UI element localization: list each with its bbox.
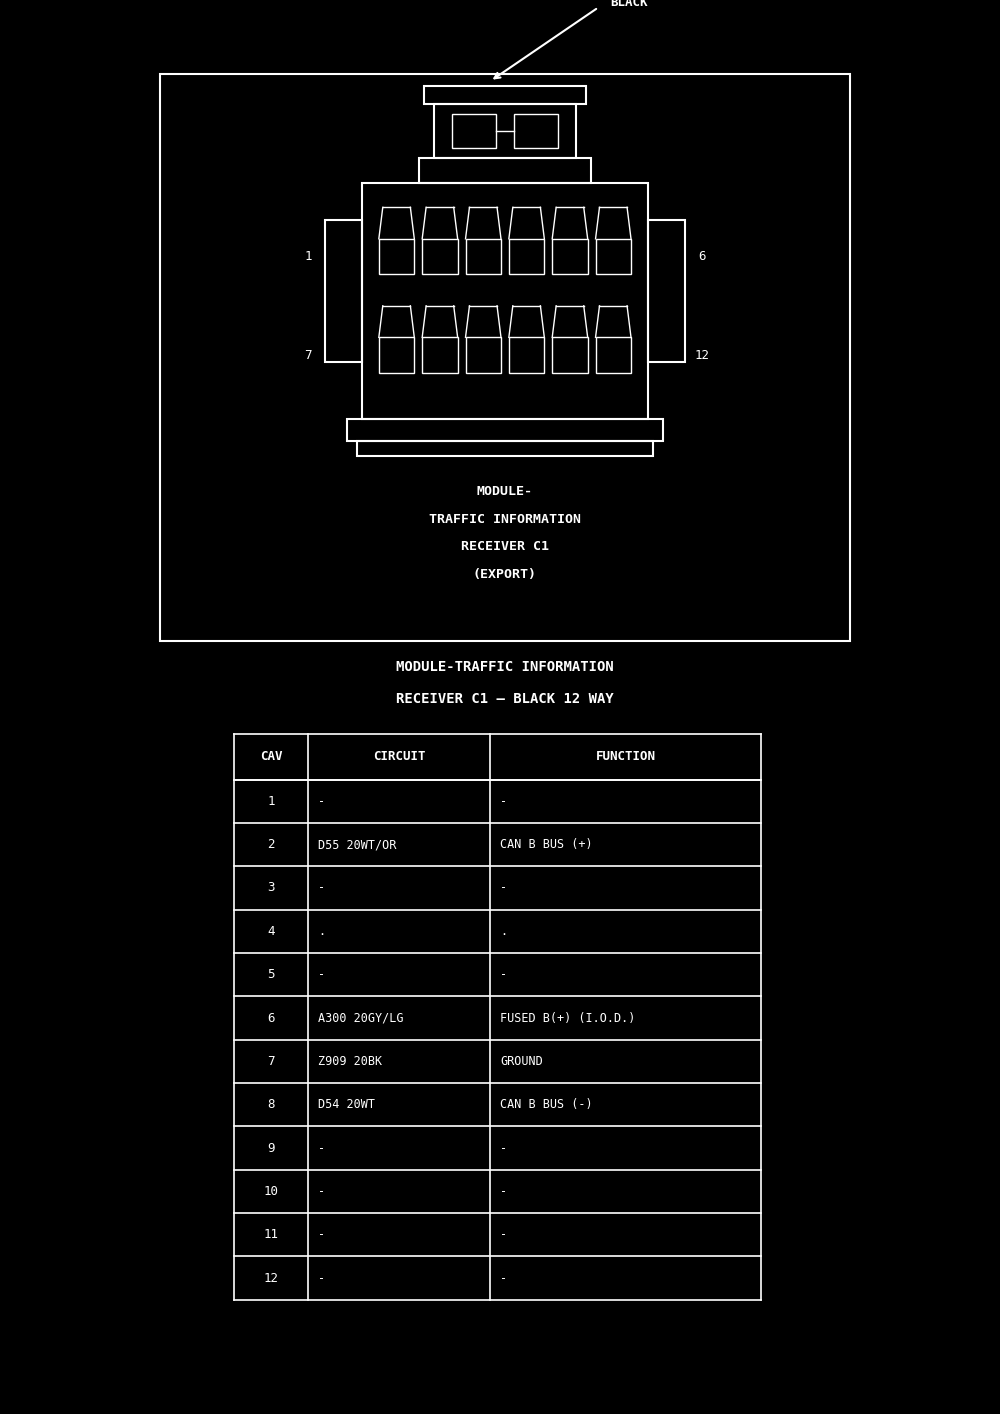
Text: CAV: CAV bbox=[260, 751, 282, 764]
Bar bbox=[422, 338, 458, 373]
Text: RECEIVER C1: RECEIVER C1 bbox=[461, 540, 549, 553]
Bar bbox=[419, 158, 591, 182]
Text: -: - bbox=[318, 1271, 325, 1284]
Text: -: - bbox=[318, 1229, 325, 1241]
Text: (EXPORT): (EXPORT) bbox=[473, 568, 537, 581]
Text: -: - bbox=[500, 1271, 507, 1284]
Text: -: - bbox=[500, 1185, 507, 1198]
Bar bbox=[379, 338, 414, 373]
Text: 10: 10 bbox=[263, 1185, 278, 1198]
Text: CIRCUIT: CIRCUIT bbox=[373, 751, 425, 764]
Text: FUNCTION: FUNCTION bbox=[596, 751, 656, 764]
Bar bbox=[325, 219, 362, 362]
Text: -: - bbox=[318, 969, 325, 981]
Bar bbox=[509, 239, 544, 274]
Text: -: - bbox=[318, 1185, 325, 1198]
Text: TRAFFIC INFORMATION: TRAFFIC INFORMATION bbox=[429, 513, 581, 526]
Text: A300 20GY/LG: A300 20GY/LG bbox=[318, 1011, 403, 1025]
Bar bbox=[362, 182, 648, 419]
Text: -: - bbox=[500, 1229, 507, 1241]
Text: 8: 8 bbox=[267, 1099, 275, 1111]
Text: -: - bbox=[318, 881, 325, 895]
Text: 2: 2 bbox=[267, 839, 275, 851]
Text: RECEIVER C1 – BLACK 12 WAY: RECEIVER C1 – BLACK 12 WAY bbox=[396, 691, 614, 706]
Text: .: . bbox=[318, 925, 325, 937]
Text: D54 20WT: D54 20WT bbox=[318, 1099, 375, 1111]
Text: 7: 7 bbox=[304, 349, 312, 362]
Bar bbox=[466, 338, 501, 373]
Text: FUSED B(+) (I.O.D.): FUSED B(+) (I.O.D.) bbox=[500, 1011, 635, 1025]
Bar bbox=[552, 338, 588, 373]
Text: -: - bbox=[500, 969, 507, 981]
Text: 6: 6 bbox=[267, 1011, 275, 1025]
Bar bbox=[434, 103, 576, 158]
Bar bbox=[424, 86, 586, 103]
Bar bbox=[422, 239, 458, 274]
Bar bbox=[509, 338, 544, 373]
Text: 12: 12 bbox=[263, 1271, 278, 1284]
Text: 1: 1 bbox=[304, 250, 312, 263]
Text: 1: 1 bbox=[267, 795, 275, 807]
Text: 9: 9 bbox=[267, 1141, 275, 1155]
Text: BLACK: BLACK bbox=[610, 0, 648, 8]
Text: 6: 6 bbox=[698, 250, 706, 263]
Text: D55 20WT/OR: D55 20WT/OR bbox=[318, 839, 396, 851]
Bar bbox=[596, 239, 631, 274]
Text: 11: 11 bbox=[263, 1229, 278, 1241]
Bar bbox=[514, 113, 558, 148]
Text: Z909 20BK: Z909 20BK bbox=[318, 1055, 382, 1068]
Text: 5: 5 bbox=[267, 969, 275, 981]
Text: .: . bbox=[500, 925, 507, 937]
Text: 12: 12 bbox=[694, 349, 709, 362]
Bar bbox=[596, 338, 631, 373]
Text: GROUND: GROUND bbox=[500, 1055, 543, 1068]
Text: CAN B BUS (+): CAN B BUS (+) bbox=[500, 839, 593, 851]
Text: -: - bbox=[500, 795, 507, 807]
Bar bbox=[160, 75, 850, 641]
Bar bbox=[648, 219, 685, 362]
Text: -: - bbox=[500, 881, 507, 895]
Text: -: - bbox=[500, 1141, 507, 1155]
Bar bbox=[466, 239, 501, 274]
Bar bbox=[379, 239, 414, 274]
Text: -: - bbox=[318, 795, 325, 807]
Text: -: - bbox=[318, 1141, 325, 1155]
Text: MODULE-TRAFFIC INFORMATION: MODULE-TRAFFIC INFORMATION bbox=[396, 660, 614, 674]
Text: 7: 7 bbox=[267, 1055, 275, 1068]
Text: CAN B BUS (-): CAN B BUS (-) bbox=[500, 1099, 593, 1111]
Bar bbox=[347, 419, 663, 441]
Text: 3: 3 bbox=[267, 881, 275, 895]
Text: MODULE-: MODULE- bbox=[477, 485, 533, 498]
Bar bbox=[452, 113, 496, 148]
Bar bbox=[357, 441, 653, 455]
Text: 4: 4 bbox=[267, 925, 275, 937]
Bar bbox=[552, 239, 588, 274]
